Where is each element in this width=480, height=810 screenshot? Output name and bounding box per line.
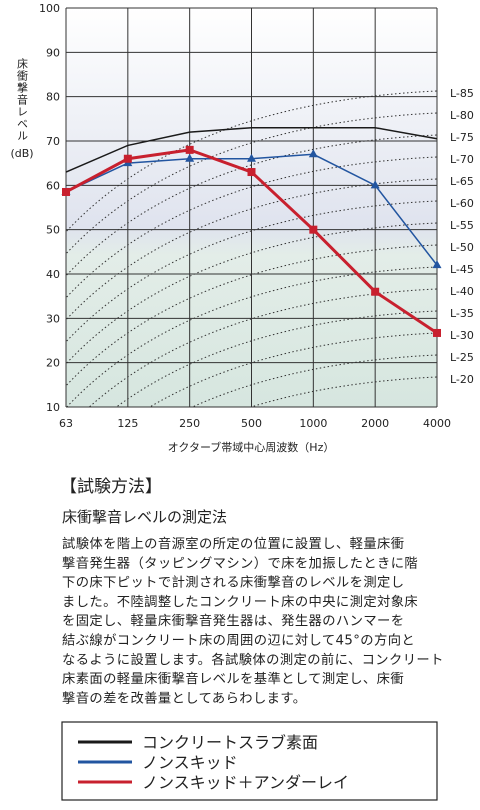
x-tick-label: 2000 [361, 417, 389, 430]
marker [62, 187, 70, 196]
y-axis-label: 床衝撃音レベル [16, 57, 29, 142]
method-text-line: 下の床下ピットで計測される床衝撃音のレベルを測定し [62, 574, 404, 591]
legend-box [61, 721, 438, 801]
y-tick-label: 40 [46, 268, 60, 281]
marker [432, 260, 442, 269]
x-tick-label: 500 [241, 417, 262, 430]
marker [309, 225, 318, 234]
method-text-line: ました。不陸調整したコンクリート床の中央に測定対象床 [62, 594, 418, 610]
reference-curve-label: L-50 [450, 241, 474, 254]
marker [308, 149, 318, 158]
legend-label: ノンスキッド＋アンダーレイ [142, 773, 349, 792]
reference-curve-label: L-45 [450, 263, 474, 276]
y-tick-label: 10 [46, 401, 60, 414]
method-text-line: 床素面の軽量床衝撃音レベルを基準として測定し、床衝 [62, 670, 404, 687]
y-tick-label: 60 [46, 179, 60, 192]
series-line [65, 126, 438, 173]
reference-curve-label: L-80 [450, 109, 474, 122]
reference-curve-label: L-65 [450, 175, 474, 188]
y-tick-label: 100 [39, 2, 60, 15]
y-axis-unit: (dB) [10, 147, 33, 160]
reference-curve-label: L-85 [450, 87, 474, 100]
reference-curve-label: L-55 [450, 219, 474, 232]
y-tick-label: 70 [46, 135, 60, 148]
x-tick-label: 63 [59, 417, 73, 430]
marker [433, 328, 441, 337]
marker [247, 168, 256, 177]
x-tick-label: 4000 [423, 417, 451, 430]
marker [370, 180, 380, 189]
y-tick-label: 90 [46, 46, 60, 59]
reference-curve-label: L-35 [450, 307, 474, 320]
method-text-line: 試験体を階上の音源室の所定の位置に設置し、軽量床衝 [62, 535, 404, 552]
method-text-line: 結ぶ線がコンクリート床の周囲の辺に対して45°の方向と [62, 633, 415, 649]
marker [185, 153, 195, 162]
method-heading: 【試験方法】 [60, 477, 162, 497]
y-tick-label: 50 [46, 224, 60, 237]
reference-curve-label: L-20 [450, 373, 474, 386]
marker [185, 145, 194, 154]
marker [247, 153, 256, 162]
marker [123, 154, 132, 163]
reference-curve-label: L-40 [450, 285, 474, 298]
method-text-line: 撃音の差を改善量としてあらわします。 [62, 689, 306, 706]
reference-curve-label: L-75 [450, 131, 474, 144]
reference-curve-label: L-60 [450, 197, 474, 210]
method-text-line: を固定し、軽量床衝撃音発生器は、発生器のハンマーを [62, 612, 404, 629]
method-text-line: 撃音発生器（タッピングマシン）で床を加振したときに階 [62, 554, 418, 571]
marker [371, 287, 380, 296]
x-axis-label: オクターブ帯域中心周波数（Hz） [168, 440, 335, 454]
legend-label: ノンスキッド [142, 753, 238, 772]
method-subheading: 床衝撃音レベルの測定法 [62, 508, 227, 526]
x-tick-label: 125 [117, 417, 138, 430]
x-tick-label: 250 [179, 417, 200, 430]
reference-curve-label: L-70 [450, 153, 474, 166]
reference-curve-label: L-25 [450, 351, 474, 364]
legend-label: コンクリートスラブ素面 [142, 733, 318, 752]
x-tick-label: 1000 [299, 417, 327, 430]
y-tick-label: 30 [46, 312, 60, 325]
y-tick-label: 80 [46, 91, 60, 104]
y-tick-label: 20 [46, 357, 60, 370]
reference-curve-label: L-30 [450, 329, 474, 342]
method-text-line: なるように設置します。各試験体の測定の前に、コンクリート [62, 651, 444, 668]
